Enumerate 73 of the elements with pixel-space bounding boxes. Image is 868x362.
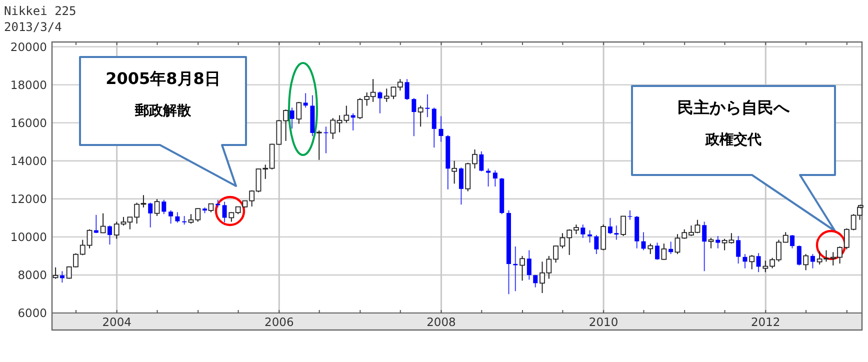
candlestick [316, 130, 322, 160]
candlestick [492, 170, 498, 188]
candlestick [378, 90, 382, 114]
candlestick [661, 243, 667, 260]
candlestick [479, 150, 484, 172]
x-tick-label: 2008 [426, 315, 456, 329]
candlestick [175, 212, 180, 224]
candlestick [668, 241, 674, 255]
candlestick [588, 230, 592, 244]
candlestick [749, 254, 755, 270]
candlestick [418, 105, 424, 128]
annotation: 政権交代 [704, 131, 762, 148]
candlestick [736, 235, 741, 264]
candlestick [580, 224, 586, 238]
candlestick [222, 201, 227, 223]
annotation: 2005年8月8日 [106, 69, 220, 88]
y-tick-label: 20000 [10, 40, 47, 54]
candlestick [614, 225, 619, 240]
candlestick [810, 254, 815, 269]
y-tick-label: 6000 [18, 306, 47, 320]
candlestick [641, 232, 646, 251]
candlestick [425, 94, 430, 118]
annotation: 郵政解散 [134, 103, 192, 119]
candlestick [756, 252, 761, 273]
y-tick-label: 14000 [10, 154, 47, 168]
chart-subtitle: 2013/3/4 [4, 20, 62, 34]
y-tick-label: 10000 [10, 230, 47, 244]
y-tick-label: 18000 [10, 78, 47, 92]
candlestick [154, 198, 160, 217]
candlestick [628, 210, 632, 220]
candlestick [148, 202, 153, 228]
candlestick [790, 234, 795, 249]
candlestick [296, 101, 302, 124]
candlestick [708, 237, 714, 249]
candlestick [458, 167, 464, 206]
annotation: 民主から自民へ [678, 98, 790, 117]
candlestick [486, 168, 491, 188]
x-tick-label: 2006 [264, 315, 294, 329]
candlestick [608, 217, 612, 235]
candlestick [520, 255, 525, 282]
y-tick-label: 8000 [18, 268, 47, 282]
chart-title: Nikkei 225 [4, 4, 76, 18]
candlestick [452, 160, 458, 184]
x-tick-label: 2010 [588, 315, 618, 329]
candlestick [533, 274, 538, 288]
candlestick [168, 210, 174, 224]
candlestick [796, 244, 802, 266]
candlestick [290, 107, 294, 130]
y-tick-label: 12000 [10, 192, 47, 206]
candlestick [600, 224, 606, 251]
candlestick [432, 107, 436, 148]
candlestick [702, 221, 707, 272]
candlestick [526, 250, 532, 280]
candlestick [52, 266, 58, 280]
candlestick [162, 199, 166, 215]
candlestick [648, 243, 654, 255]
candlestick [438, 116, 444, 142]
candlestick [303, 92, 308, 108]
y-tick-label: 16000 [10, 116, 47, 130]
candlestick [100, 212, 106, 234]
candlestick [412, 98, 416, 137]
x-tick-label: 2012 [750, 315, 780, 329]
candlestick [620, 216, 626, 236]
candlestick [594, 234, 599, 255]
candlestick [107, 225, 112, 246]
x-tick-label: 2004 [102, 315, 132, 329]
candlestick [655, 242, 660, 260]
candlestick [404, 78, 410, 101]
candlestick [742, 254, 748, 269]
candlestick [716, 235, 720, 249]
candlestick [94, 214, 98, 234]
candlestick [803, 254, 809, 271]
candlestick [350, 112, 356, 131]
